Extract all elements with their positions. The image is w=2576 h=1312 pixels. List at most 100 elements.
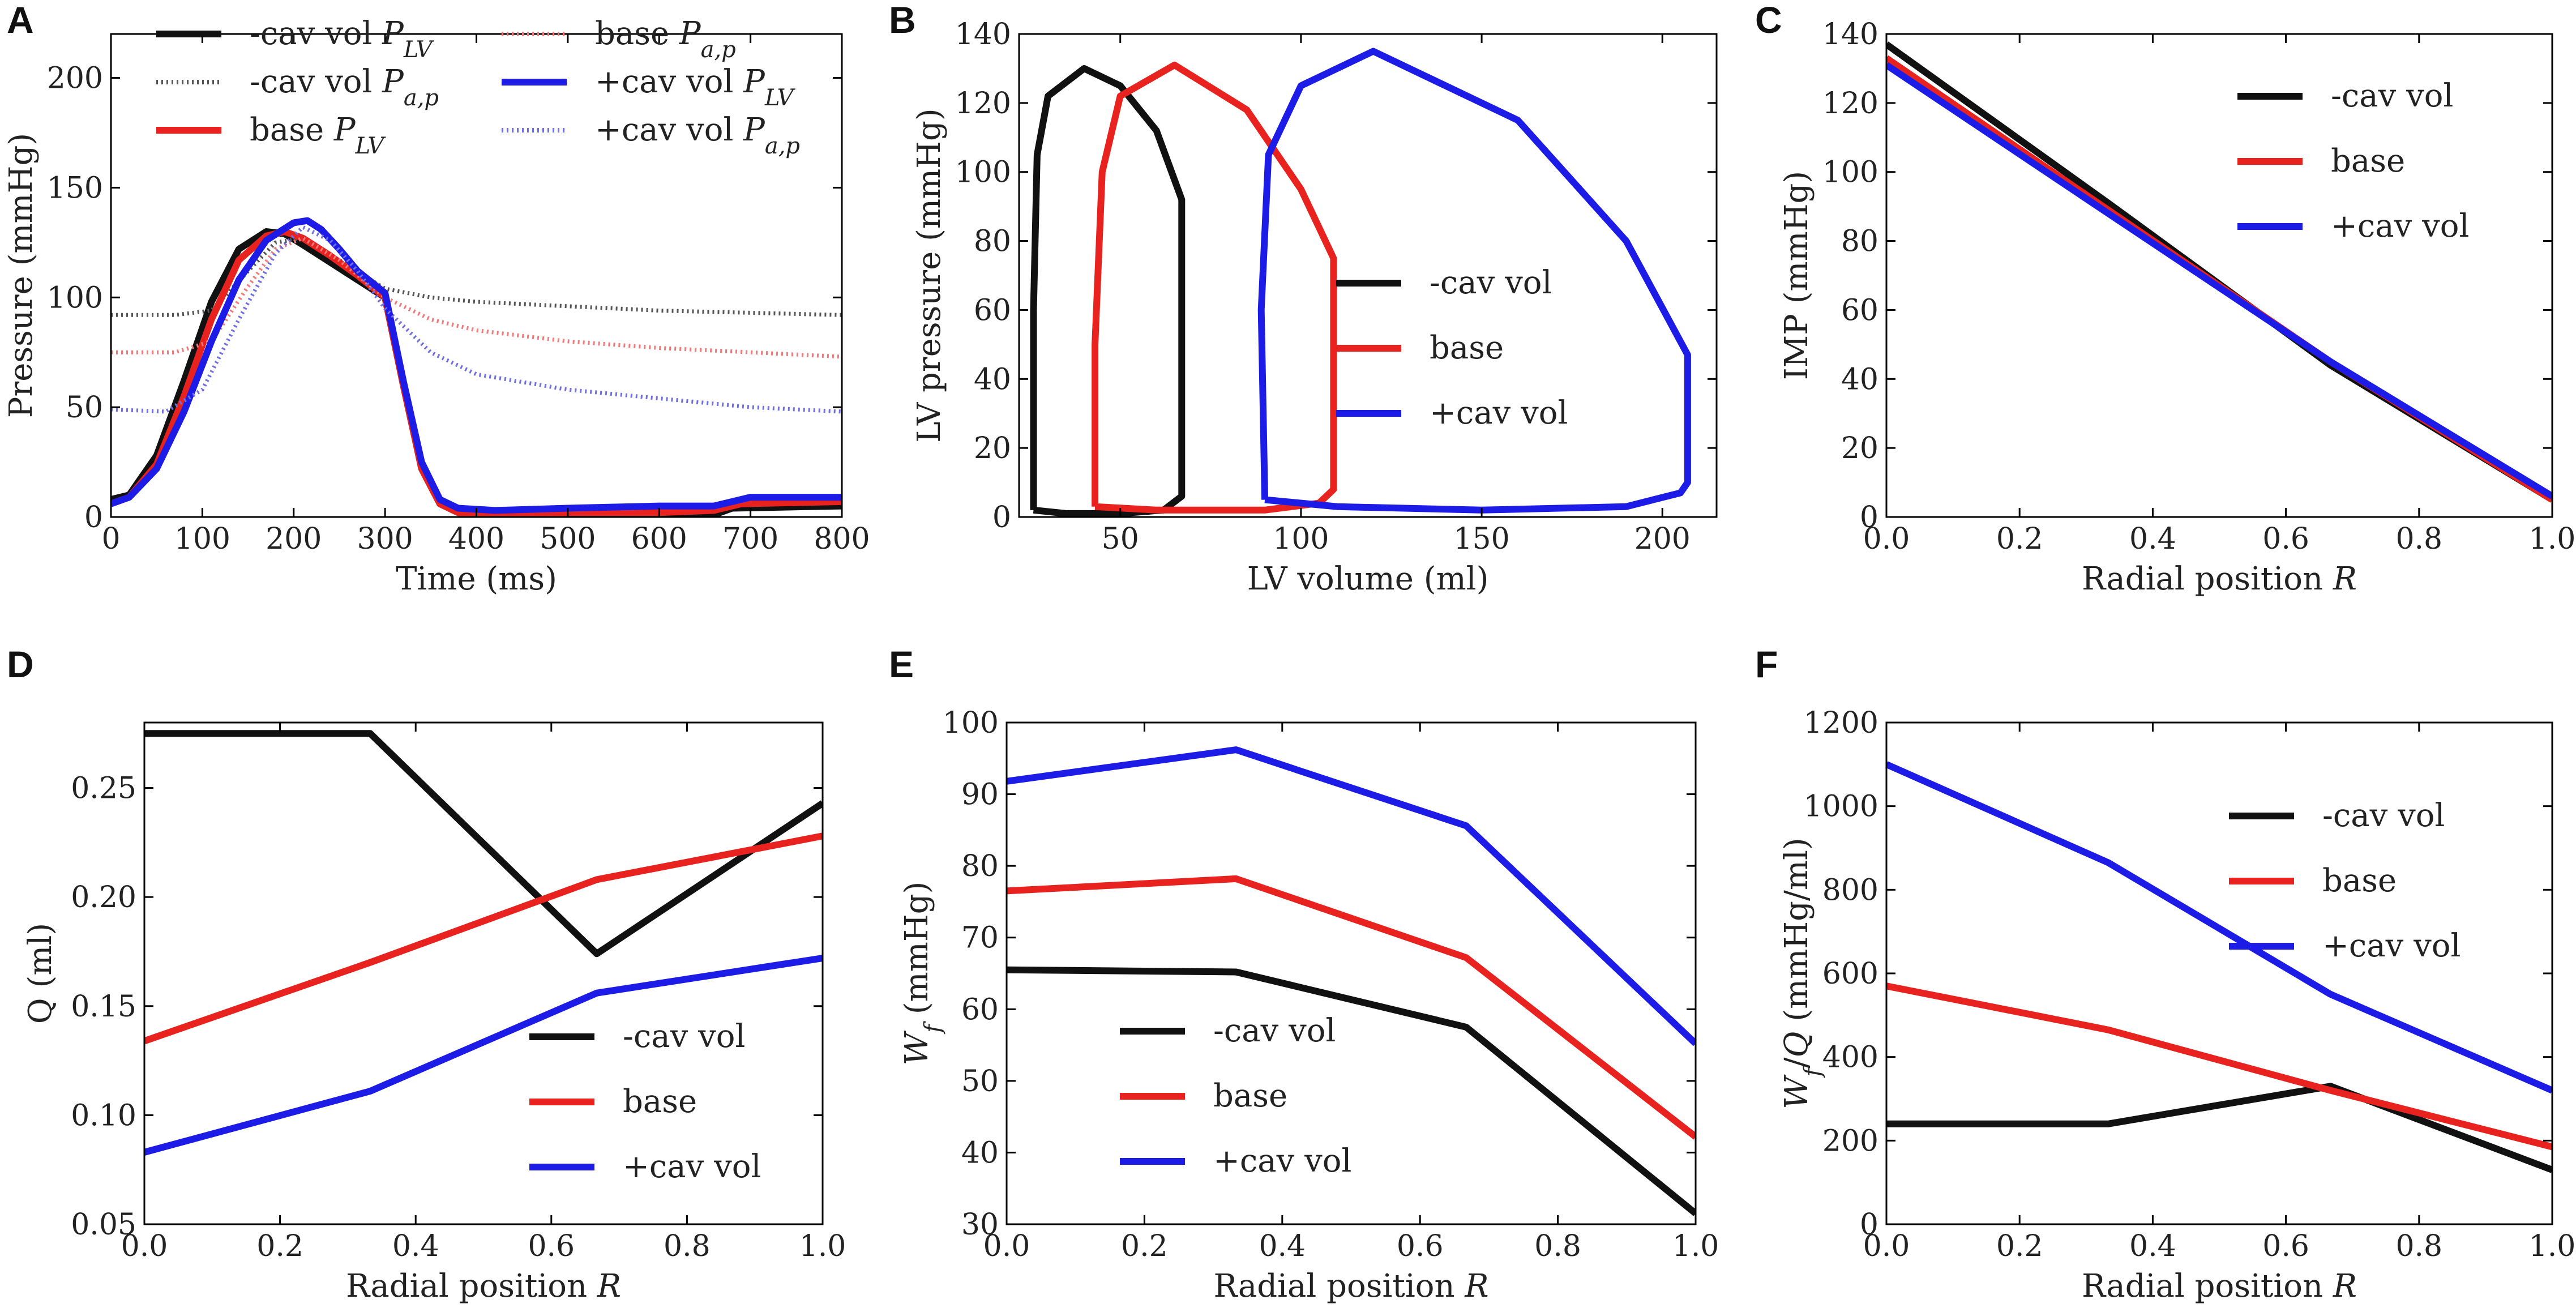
series-cav-vol-line — [1886, 1083, 2552, 1173]
panel-e: E 0.0 0.2 0.4 0.6 0.8 1.0 30 40 50 60 70 80 90 100 Radi… — [889, 643, 1719, 1305]
y-axis-label: Pressure (mmHg) — [3, 133, 40, 418]
series-cav-vol-line — [1886, 62, 2552, 499]
y-axis-label: LV pressure (mmHg) — [911, 108, 948, 442]
series-base-line — [1886, 982, 2552, 1151]
plot-area — [1007, 746, 1696, 1216]
y-tick-label: 200 — [47, 62, 103, 96]
x-tick-label: 0.2 — [1121, 1229, 1168, 1263]
series-base-line — [1007, 875, 1696, 1140]
series-cav-vol-line — [1886, 761, 2552, 1094]
legend-label: base — [623, 1083, 697, 1120]
panel-f: F 0.0 0.2 0.4 0.6 0.8 1.0 0 200 400 600 800 1000 1200… — [1755, 643, 2575, 1305]
y-axis-label: IMP (mmHg) — [1778, 171, 1815, 381]
legend: -cav vol base +cav vol — [529, 1018, 761, 1185]
legend-label: +cav vol Pa,p — [595, 112, 800, 159]
series-cav-vol-ap-line — [111, 225, 842, 414]
axes-frame — [143, 721, 824, 1225]
legend-label: -cav vol — [1430, 264, 1552, 301]
y-tick-label: 140 — [955, 18, 1011, 52]
y-tick-label: 40 — [1841, 362, 1878, 396]
legend-label: base — [1213, 1078, 1287, 1114]
legend-label: -cav vol — [623, 1018, 745, 1055]
series-cav-vol-line — [1007, 966, 1696, 1216]
x-tick-label: 0.8 — [664, 1229, 711, 1263]
x-tick-label: 0.6 — [2262, 522, 2309, 556]
x-tick-label: 0.4 — [2129, 522, 2176, 556]
x-axis-label: Radial position R — [2082, 1268, 2357, 1305]
legend-label: base — [2331, 143, 2405, 180]
series-base-lv-line — [111, 228, 842, 517]
x-tick-label: 1.0 — [799, 1229, 846, 1263]
y-tick-label: 60 — [974, 293, 1011, 327]
y-tick-label: 50 — [961, 1065, 999, 1099]
legend-label: +cav vol PLV — [595, 63, 796, 111]
series-cav-vol-line — [1007, 746, 1696, 1046]
x-tick-label: 0.8 — [1534, 1229, 1581, 1263]
x-tick-label: 0.4 — [392, 1229, 439, 1263]
y-axis-label: Wf/Q (mmHg/ml) — [1778, 837, 1826, 1109]
y-tick-label: 0 — [84, 501, 103, 535]
y-tick-label: 600 — [1822, 957, 1878, 991]
y-tick-label: 100 — [47, 281, 103, 315]
panel-letter: D — [7, 643, 34, 685]
x-tick-label: 0.0 — [983, 1229, 1030, 1263]
legend-label: +cav vol — [1213, 1143, 1351, 1179]
legend: -cav vol base +cav vol — [2229, 797, 2461, 964]
panel-b: B 50 100 150 200 0 20 40 60 80 100 120 140 LV volume … — [889, 0, 1718, 597]
legend-label: base PLV — [250, 112, 386, 159]
y-tick-label: 800 — [1822, 873, 1878, 907]
x-axis-label: Radial position R — [1213, 1268, 1488, 1305]
x-axis-label: Radial position R — [2082, 561, 2357, 597]
y-tick-label: 150 — [47, 171, 103, 205]
y-tick-label: 0.15 — [71, 990, 136, 1024]
plot-area — [111, 217, 842, 517]
series-cav-vol-line — [144, 730, 823, 958]
y-tick-label: 0 — [1860, 1208, 1878, 1242]
x-tick-label: 0.0 — [1863, 522, 1910, 556]
y-tick-label: 80 — [961, 849, 999, 883]
x-tick-label: 0.8 — [2395, 1229, 2442, 1263]
panel-letter: A — [7, 0, 34, 41]
y-tick-label: 0.20 — [71, 881, 136, 914]
y-tick-label: 80 — [974, 225, 1011, 259]
y-tick-label: 20 — [1841, 431, 1878, 465]
y-tick-label: 120 — [1822, 87, 1878, 121]
series-cav-vol-line — [1257, 48, 1691, 514]
series-cav-vol-lv-line — [111, 228, 842, 517]
x-tick-label: 300 — [357, 522, 413, 556]
x-axis-label: Radial position R — [346, 1268, 621, 1305]
axes-frame — [1885, 721, 2553, 1225]
x-tick-label: 0.4 — [2129, 1229, 2176, 1263]
y-tick-label: 20 — [974, 431, 1011, 465]
y-tick-label: 40 — [961, 1136, 999, 1170]
x-tick-label: 0.0 — [121, 1229, 168, 1263]
x-axis-label: Time (ms) — [396, 561, 557, 597]
y-tick-label: 40 — [974, 362, 1011, 396]
y-tick-label: 100 — [955, 156, 1011, 190]
x-tick-label: 0.0 — [1863, 1229, 1910, 1263]
legend: -cav vol base +cav vol — [1120, 1012, 1351, 1179]
x-tick-label: 600 — [631, 522, 687, 556]
axes-frame — [110, 33, 843, 518]
y-tick-label: 70 — [961, 921, 999, 955]
y-tick-label: 120 — [955, 87, 1011, 121]
plot-area — [1886, 41, 2552, 503]
legend: -cav vol base +cav vol — [2237, 78, 2469, 245]
y-tick-label: 100 — [943, 706, 999, 740]
legend-label: -cav vol — [2322, 797, 2445, 834]
y-axis-label: Wf (mmHg) — [898, 882, 946, 1066]
panel-d: D 0.0 0.2 0.4 0.6 0.8 1.0 0.05 0.10 0.15 0.20 0.25 R… — [7, 643, 846, 1305]
x-tick-label: 0.2 — [1996, 1229, 2043, 1263]
y-tick-label: 0 — [1860, 501, 1878, 535]
x-tick-label: 150 — [1453, 522, 1509, 556]
legend-label: +cav vol — [2322, 928, 2461, 964]
y-tick-label: 50 — [66, 391, 103, 425]
x-tick-label: 200 — [1634, 522, 1691, 556]
x-tick-label: 100 — [1273, 522, 1329, 556]
y-tick-label: 0.05 — [71, 1208, 136, 1242]
legend: -cav vol base +cav vol — [1336, 264, 1568, 431]
legend-label: +cav vol — [2331, 208, 2469, 245]
legend-label: -cav vol — [1213, 1012, 1336, 1049]
